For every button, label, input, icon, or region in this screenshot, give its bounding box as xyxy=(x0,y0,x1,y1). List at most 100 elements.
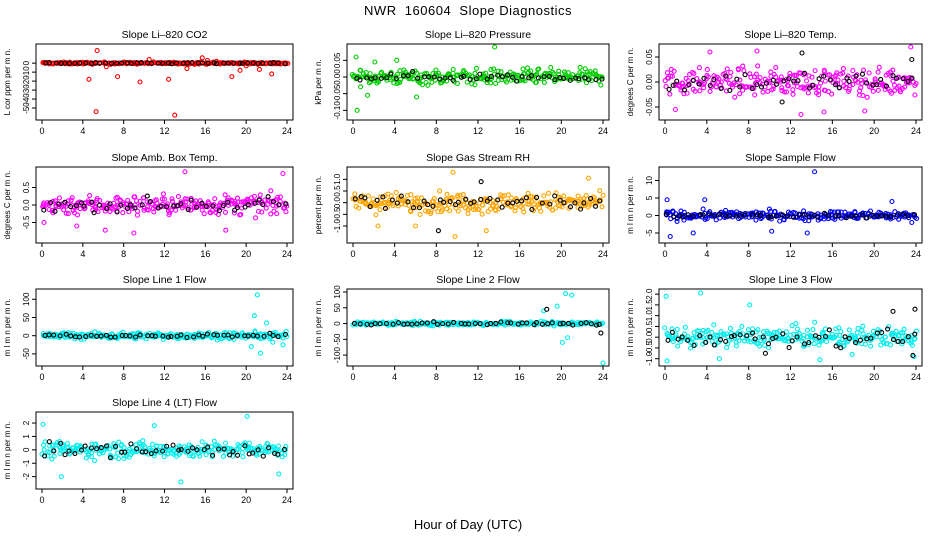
panel-10-ytick-label: 1 xyxy=(22,434,31,439)
panel-8-point xyxy=(498,319,504,325)
panel-8-point xyxy=(565,320,571,326)
panel-10-point xyxy=(113,443,119,450)
panel-9-outlier-point xyxy=(890,308,896,314)
panel-3-point xyxy=(835,77,841,83)
panel-10-point xyxy=(190,453,196,459)
panel-10-point xyxy=(234,452,241,458)
panel-5-point xyxy=(398,196,404,202)
panel-3-point xyxy=(875,87,881,93)
panel-9-outlier-point xyxy=(849,351,855,357)
panel-10-outlier-point xyxy=(151,423,157,429)
panel-6-ylabel: m l m n per m n. xyxy=(626,176,635,234)
panel-10-point xyxy=(281,446,288,453)
panel-4-point xyxy=(231,210,237,216)
panel-1-xtick-label: 20 xyxy=(241,126,251,136)
panel-6-point xyxy=(894,212,900,218)
panel-10-point xyxy=(239,450,245,456)
panel-2-point xyxy=(405,73,411,79)
panel-3-point xyxy=(870,88,876,94)
panel-7-point xyxy=(76,334,83,340)
panel-7-point xyxy=(261,333,267,339)
panel-6-xtick-label: 20 xyxy=(869,249,879,259)
panel-1-xtick-label: 16 xyxy=(200,126,210,136)
panel-1-point xyxy=(255,60,261,66)
panel-10: Slope Line 4 (LT) Flow m l m n per m n. 0 4… xyxy=(3,397,294,505)
panel-3-point xyxy=(740,87,746,93)
panel-2-point xyxy=(484,76,490,82)
panel-9-point xyxy=(852,340,859,346)
panel-5-point xyxy=(547,201,553,207)
panel-6-point xyxy=(833,213,839,219)
panel-10-ytick-label: 2 xyxy=(22,420,31,425)
panel-9-point xyxy=(846,335,852,342)
panel-6-xtick-label: 12 xyxy=(785,249,795,259)
panel-2-point xyxy=(388,71,394,77)
panel-2-point xyxy=(450,77,456,83)
panel-1-point xyxy=(260,60,266,66)
panel-4-point xyxy=(199,200,205,206)
panel-5-outlier-point xyxy=(478,179,484,185)
panel-10-point xyxy=(201,447,207,453)
panel-9-point xyxy=(685,337,691,343)
panel-2-point xyxy=(562,71,568,77)
panel-8-point xyxy=(428,322,434,329)
panel-2-ytick-label: 0.00 xyxy=(333,69,342,85)
panel-3-point xyxy=(737,77,743,83)
panel-9-point xyxy=(789,338,795,344)
panel-4-point xyxy=(73,203,80,209)
panel-4-point xyxy=(218,200,224,206)
panel-8-point xyxy=(431,319,437,325)
panel-8-point xyxy=(505,320,511,326)
panel-7-xtick-label: 0 xyxy=(39,372,44,382)
panel-4-point xyxy=(251,193,257,199)
panel-10-point xyxy=(41,447,47,453)
panel-9-point xyxy=(784,336,791,342)
panel-1-point xyxy=(103,60,109,66)
panel-3-point xyxy=(874,82,880,88)
panel-6-outlier-point xyxy=(909,219,915,226)
panel-8-xtick-label: 4 xyxy=(392,372,397,382)
panel-8-outlier-point xyxy=(559,339,565,346)
panel-1-point xyxy=(168,61,174,67)
panel-2-point xyxy=(491,66,497,72)
panel-9-point xyxy=(731,333,737,339)
panel-9-point xyxy=(806,339,812,346)
panel-2-point xyxy=(480,71,486,77)
panel-2-title: Slope Li–820 Pressure xyxy=(425,29,531,41)
panel-5-point xyxy=(444,191,450,197)
panel-9-xtick-label: 20 xyxy=(869,372,879,382)
panel-2-point xyxy=(364,75,370,81)
panel-6-point xyxy=(815,214,821,220)
panel-2-point xyxy=(415,75,421,81)
panel-6-point xyxy=(685,212,691,218)
panel-8-xtick-label: 20 xyxy=(556,372,566,382)
panel-8-point xyxy=(598,321,605,327)
panel-7-point xyxy=(275,333,281,340)
panel-2: Slope Li–820 Pressure kPa per m n. 0 4 8 12 16… xyxy=(314,29,610,136)
panel-2-point xyxy=(425,82,431,88)
panel-4-point xyxy=(188,197,194,203)
panel-4-point xyxy=(78,200,85,206)
panel-5-point xyxy=(450,201,456,207)
panel-9-point xyxy=(707,334,713,340)
panel-5-point xyxy=(408,192,414,198)
panel-5-point xyxy=(463,196,469,202)
panel-4-outlier-point xyxy=(223,227,229,233)
panel-1-point xyxy=(211,60,217,66)
panel-6-point xyxy=(836,213,842,219)
panel-9-point xyxy=(674,326,680,332)
panel-10-point xyxy=(185,448,191,454)
panel-7-point xyxy=(168,333,174,340)
panel-3-point xyxy=(691,70,697,76)
panel-9-point xyxy=(669,329,675,335)
panel-9-point xyxy=(711,342,717,348)
panel-4-xtick-label: 20 xyxy=(241,249,251,259)
panel-1-outlier-point xyxy=(229,74,235,80)
panel-1-ytick-label: 0 xyxy=(22,60,31,65)
panel-2-point xyxy=(513,78,520,84)
panel-7-point xyxy=(133,334,139,340)
panel-3-point xyxy=(757,75,763,81)
panel-2-point xyxy=(437,76,443,82)
panel-9-outlier-point xyxy=(910,352,916,359)
panel-1-outlier-point xyxy=(199,55,205,61)
